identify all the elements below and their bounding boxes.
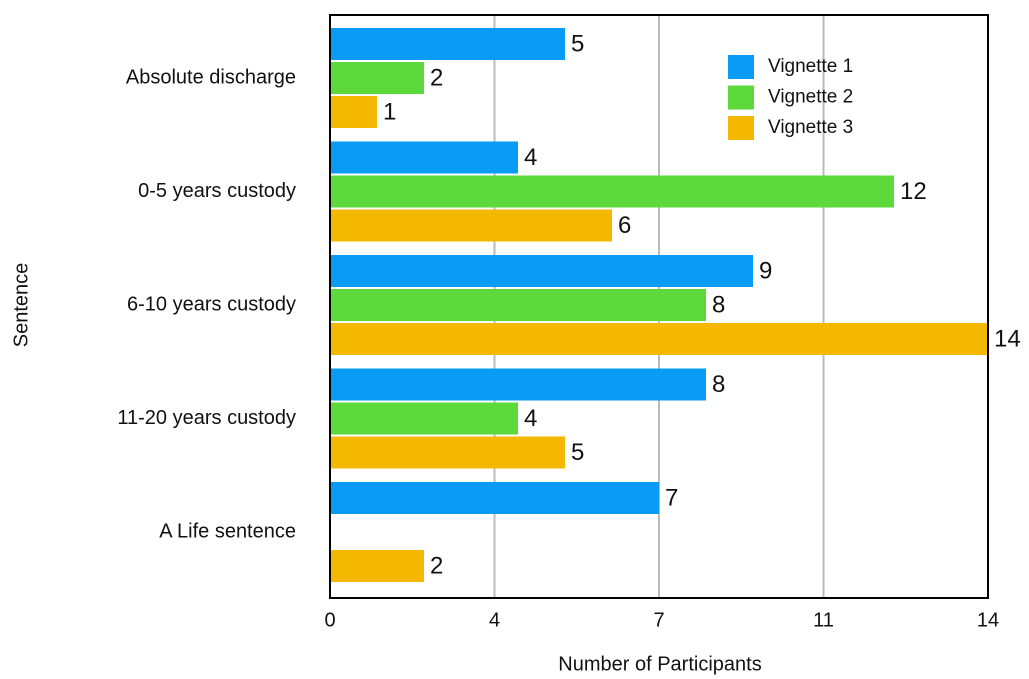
bar [330, 255, 753, 287]
data-label: 4 [524, 144, 537, 171]
legend-swatch [728, 85, 754, 110]
data-label: 2 [430, 64, 443, 91]
x-axis-label: Number of Participants [558, 653, 761, 675]
bar [330, 209, 612, 242]
bar [330, 62, 424, 94]
bar [330, 550, 424, 582]
data-label: 8 [712, 291, 725, 318]
y-tick-label: 0-5 years custody [138, 180, 296, 202]
y-axis-label: Sentence [10, 263, 32, 348]
x-tick-label: 7 [653, 609, 664, 631]
y-tick-label: 11-20 years custody [117, 407, 296, 429]
data-label: 1 [383, 98, 396, 125]
legend-label: Vignette 2 [768, 87, 853, 108]
data-label: 14 [994, 325, 1021, 352]
data-label: 5 [571, 30, 584, 57]
data-label: 6 [618, 212, 631, 239]
x-tick-label: 14 [977, 609, 999, 631]
y-tick-label: Absolute discharge [126, 66, 296, 88]
bar [330, 289, 706, 321]
bar [330, 175, 894, 208]
bar [330, 482, 659, 514]
data-label: 9 [759, 257, 772, 284]
bar [330, 368, 706, 401]
bar [330, 28, 565, 60]
data-label: 7 [665, 484, 678, 511]
data-label: 4 [524, 405, 537, 432]
bar [330, 323, 988, 355]
legend-swatch [728, 55, 754, 79]
data-label: 5 [571, 439, 584, 466]
plot-frame [329, 14, 989, 599]
legend-label: Vignette 1 [768, 56, 853, 77]
bar [330, 96, 377, 128]
x-tick-label: 11 [813, 609, 834, 631]
y-tick-label: 6-10 years custody [127, 293, 296, 315]
data-label: 12 [900, 178, 927, 205]
bar [330, 141, 518, 174]
bar [330, 436, 565, 469]
data-label: 8 [712, 371, 725, 398]
x-tick-label: 0 [324, 609, 335, 631]
data-label: 2 [430, 552, 443, 579]
x-tick-label: 4 [489, 609, 500, 631]
bar [330, 402, 518, 435]
y-tick-label: A Life sentence [159, 520, 296, 542]
legend-swatch [728, 116, 754, 140]
legend-label: Vignette 3 [768, 117, 853, 138]
